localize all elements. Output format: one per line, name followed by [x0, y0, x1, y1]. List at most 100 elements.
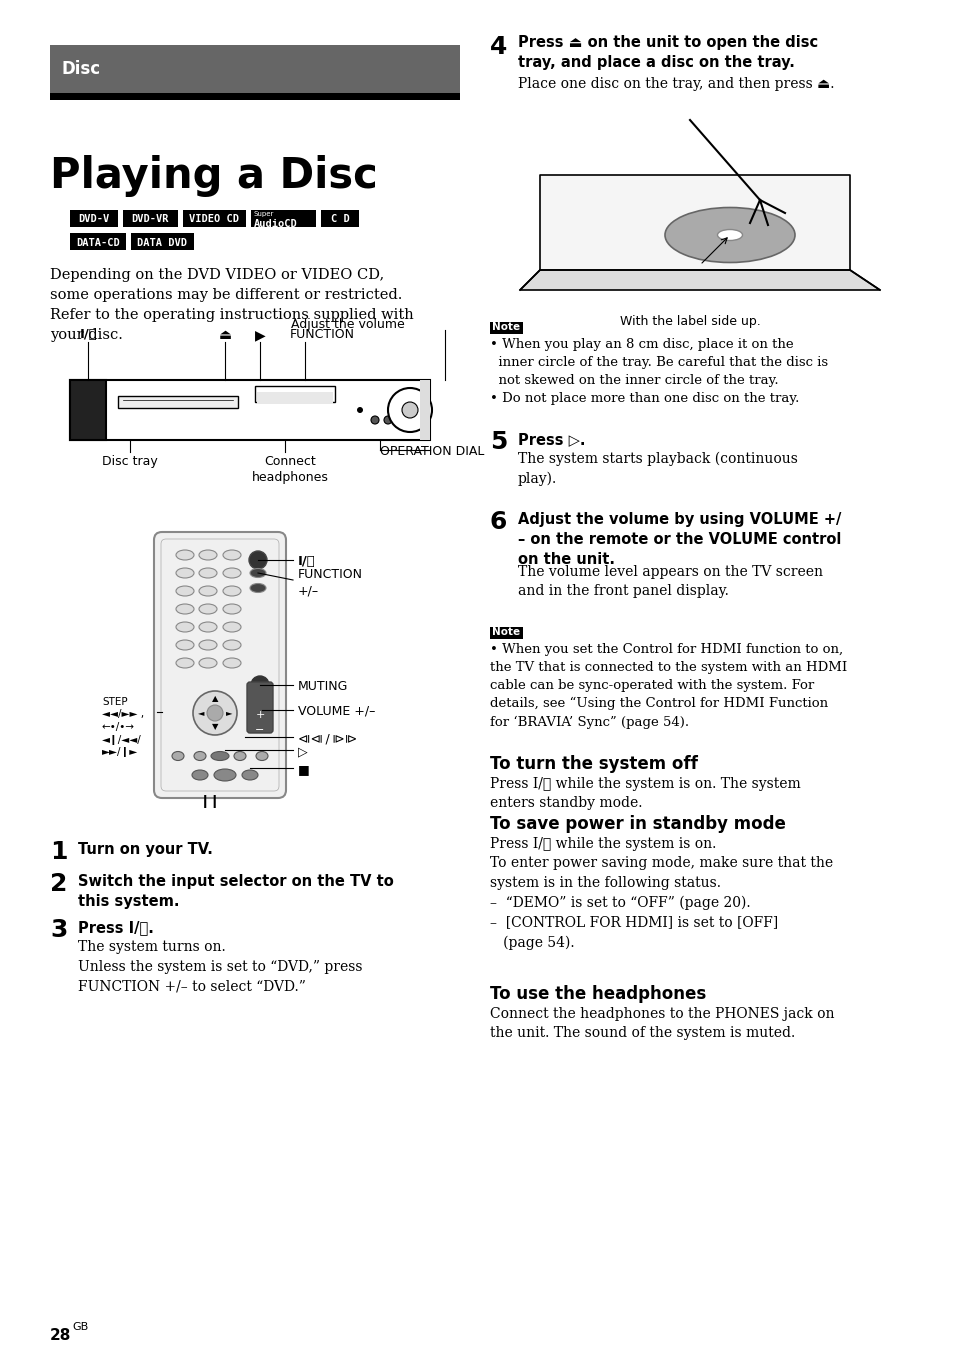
Text: DATA-CD: DATA-CD — [76, 238, 120, 247]
Bar — [320, 210, 358, 227]
Text: I/⏻: I/⏻ — [80, 329, 97, 341]
Text: +: + — [255, 710, 264, 721]
Ellipse shape — [199, 550, 216, 560]
Ellipse shape — [223, 585, 241, 596]
Text: Press I/⏻.: Press I/⏻. — [78, 919, 153, 936]
Circle shape — [401, 402, 417, 418]
Text: 6: 6 — [490, 510, 507, 534]
Bar — [419, 380, 430, 439]
Text: Connect
headphones: Connect headphones — [252, 456, 328, 484]
Ellipse shape — [223, 550, 241, 560]
Polygon shape — [539, 174, 849, 270]
Bar — [254, 387, 335, 402]
FancyBboxPatch shape — [153, 531, 286, 798]
Ellipse shape — [223, 622, 241, 631]
Bar — [131, 233, 193, 250]
Ellipse shape — [199, 639, 216, 650]
Ellipse shape — [199, 658, 216, 668]
Ellipse shape — [199, 585, 216, 596]
Text: Adjust the volume: Adjust the volume — [291, 318, 405, 331]
Ellipse shape — [664, 207, 794, 262]
Text: Playing a Disc: Playing a Disc — [50, 155, 377, 197]
Text: DATA DVD: DATA DVD — [137, 238, 188, 247]
Text: The system turns on.
Unless the system is set to “DVD,” press
FUNCTION +/– to se: The system turns on. Unless the system i… — [78, 940, 362, 992]
Bar — [70, 380, 105, 439]
Text: Super: Super — [253, 211, 274, 218]
Text: To turn the system off: To turn the system off — [490, 754, 698, 773]
Text: Switch the input selector on the TV to
this system.: Switch the input selector on the TV to t… — [78, 873, 394, 909]
Ellipse shape — [172, 752, 184, 760]
Text: 2: 2 — [50, 872, 68, 896]
Ellipse shape — [255, 752, 268, 760]
Text: VIDEO CD: VIDEO CD — [190, 215, 239, 224]
Text: ►: ► — [226, 708, 232, 718]
Bar — [118, 396, 237, 408]
Text: VOLUME +/–: VOLUME +/– — [297, 704, 375, 718]
Polygon shape — [519, 270, 879, 289]
Text: ▷: ▷ — [297, 745, 307, 758]
Text: Press I/⏻ while the system is on.
To enter power saving mode, make sure that the: Press I/⏻ while the system is on. To ent… — [490, 837, 832, 949]
Text: C D: C D — [331, 215, 349, 224]
Text: DVD-V: DVD-V — [78, 215, 110, 224]
Ellipse shape — [175, 622, 193, 631]
Text: ❙❙: ❙❙ — [199, 795, 220, 808]
Text: FUNCTION: FUNCTION — [290, 329, 355, 341]
Ellipse shape — [233, 752, 246, 760]
Text: ■: ■ — [297, 763, 310, 776]
Bar — [70, 233, 126, 250]
Text: Disc tray: Disc tray — [102, 456, 157, 468]
Ellipse shape — [250, 568, 266, 577]
Text: 3: 3 — [50, 918, 68, 942]
Text: ◄: ◄ — [197, 708, 204, 718]
Ellipse shape — [175, 604, 193, 614]
Ellipse shape — [199, 568, 216, 579]
Ellipse shape — [175, 639, 193, 650]
Bar — [183, 210, 246, 227]
Circle shape — [371, 416, 378, 425]
Circle shape — [395, 416, 403, 425]
Text: I/⏻: I/⏻ — [297, 556, 315, 568]
Text: Turn on your TV.: Turn on your TV. — [78, 842, 213, 857]
Circle shape — [249, 552, 267, 569]
Bar — [123, 210, 178, 227]
Text: Note: Note — [492, 627, 519, 637]
Text: OPERATION DIAL: OPERATION DIAL — [379, 445, 484, 458]
Ellipse shape — [193, 752, 206, 760]
Ellipse shape — [213, 769, 235, 781]
Text: FUNCTION
+/–: FUNCTION +/– — [297, 568, 363, 598]
Text: 28: 28 — [50, 1328, 71, 1343]
Text: To save power in standby mode: To save power in standby mode — [490, 815, 785, 833]
Text: • When you play an 8 cm disc, place it on the
  inner circle of the tray. Be car: • When you play an 8 cm disc, place it o… — [490, 338, 827, 406]
Ellipse shape — [223, 568, 241, 579]
Text: ▼: ▼ — [212, 722, 218, 731]
Ellipse shape — [242, 771, 257, 780]
Circle shape — [251, 676, 269, 694]
Bar — [256, 392, 333, 404]
Bar — [50, 45, 459, 95]
Ellipse shape — [223, 604, 241, 614]
Ellipse shape — [717, 230, 741, 241]
FancyBboxPatch shape — [247, 681, 273, 733]
Text: 1: 1 — [50, 840, 68, 864]
Ellipse shape — [223, 639, 241, 650]
Text: ▶: ▶ — [254, 329, 265, 342]
Ellipse shape — [223, 658, 241, 668]
Text: Press ▷.: Press ▷. — [517, 433, 585, 448]
Text: Press I/⏻ while the system is on. The system
enters standby mode.: Press I/⏻ while the system is on. The sy… — [490, 777, 800, 810]
Text: Press ⏏ on the unit to open the disc
tray, and place a disc on the tray.: Press ⏏ on the unit to open the disc tra… — [517, 35, 818, 70]
Text: The volume level appears on the TV screen
and in the front panel display.: The volume level appears on the TV scree… — [517, 565, 822, 599]
Text: ◄❙/◄◄/
►►/❙►: ◄❙/◄◄/ ►►/❙► — [102, 735, 142, 757]
Text: −: − — [255, 725, 264, 735]
Ellipse shape — [175, 550, 193, 560]
Bar — [70, 380, 430, 439]
Circle shape — [356, 407, 363, 412]
Circle shape — [207, 704, 223, 721]
Bar — [490, 627, 522, 639]
Text: Disc: Disc — [62, 59, 101, 78]
Circle shape — [384, 416, 392, 425]
Text: AudioCD: AudioCD — [253, 219, 297, 228]
Text: 5: 5 — [490, 430, 507, 454]
Ellipse shape — [199, 604, 216, 614]
Text: STEP
◄◄/►► ,
←•/•→: STEP ◄◄/►► , ←•/•→ — [102, 698, 144, 731]
Bar — [490, 322, 522, 334]
